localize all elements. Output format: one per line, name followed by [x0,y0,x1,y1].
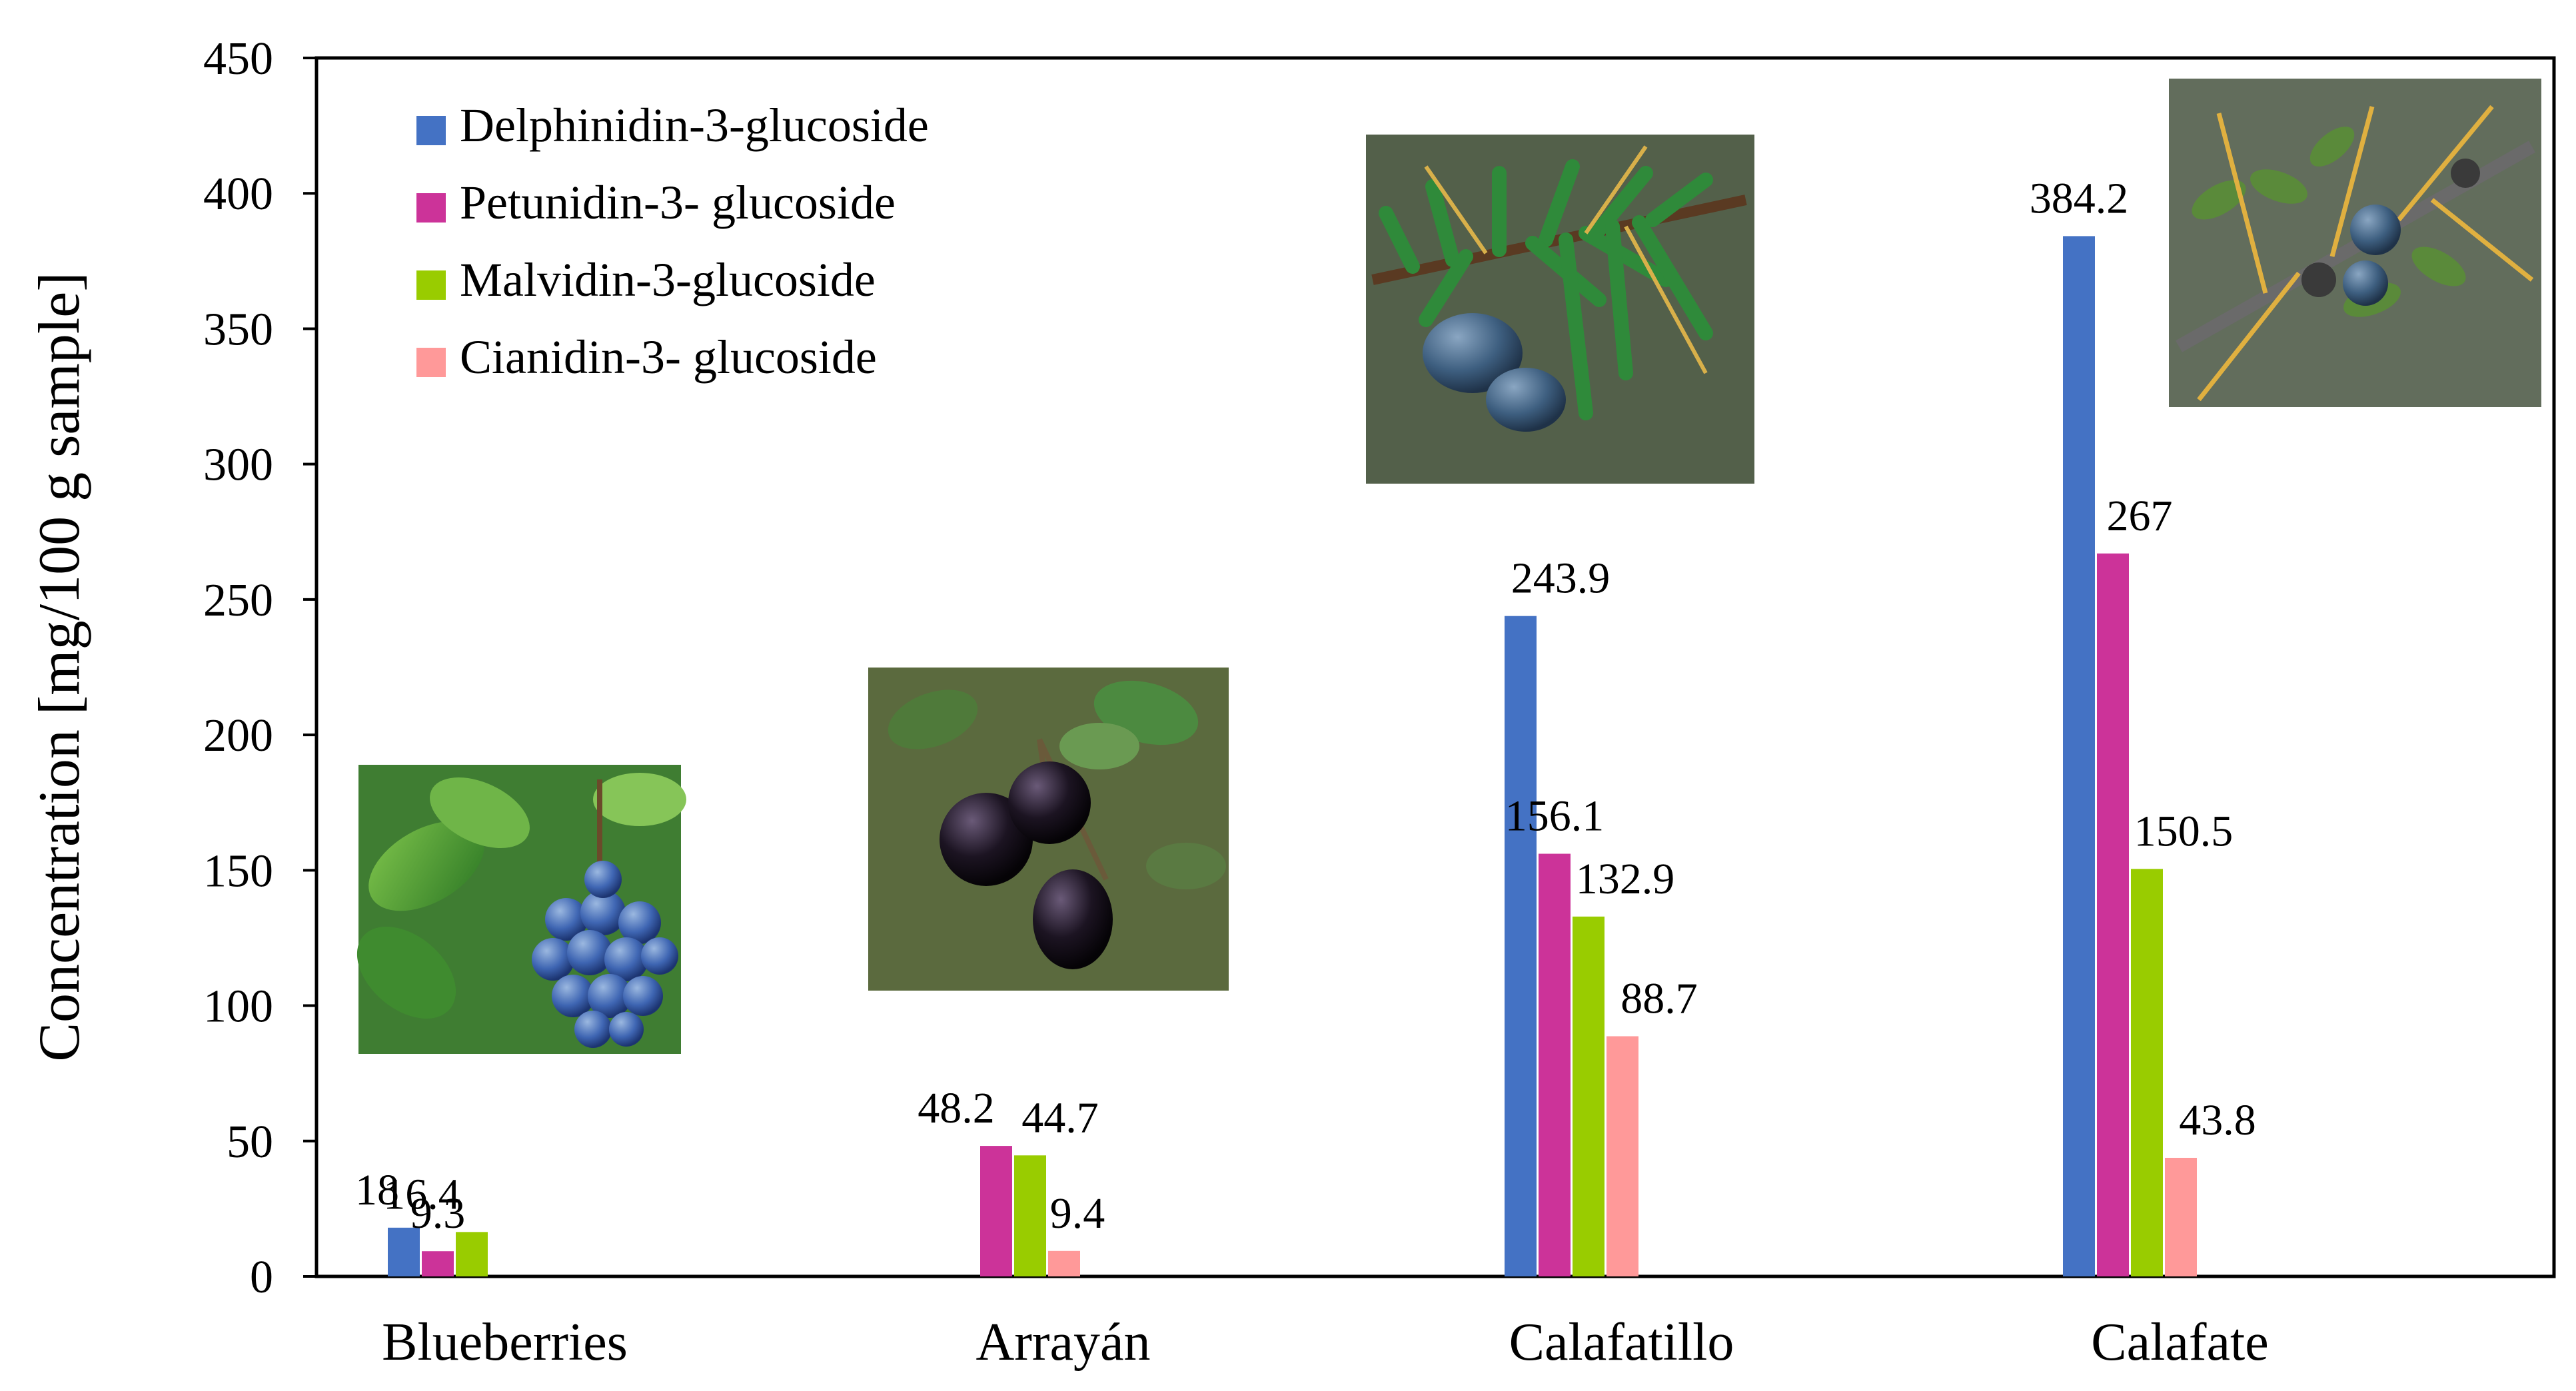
x-category-label: Calafate [2091,1313,2268,1372]
bar-4-4 [2165,1157,2197,1276]
bars [388,236,2197,1276]
calafate-photo [2169,79,2541,407]
data-label: 44.7 [1021,1093,1099,1142]
data-label: 48.2 [918,1084,995,1133]
y-tick-label: 300 [203,440,273,491]
legend-swatch [416,270,446,300]
category-labels: Blueberries Arrayán Calafatillo Calafate [382,1313,2269,1372]
data-label: 156.1 [1505,792,1605,841]
data-label: 88.7 [1620,974,1698,1023]
legend: Delphinidin-3-glucoside Petunidin-3- gluc… [416,99,929,384]
y-axis-label: Concentration [mg/100 g sample] [27,272,92,1061]
bar-2-1 [422,1251,454,1276]
legend-swatch [416,116,446,145]
y-tick-label: 50 [227,1117,273,1168]
y-axis-ticks: 0 50 100 150 200 250 300 350 400 450 [203,33,317,1303]
blueberry-photo [356,765,686,1054]
data-label: 9.4 [1050,1189,1105,1238]
bar-2-4 [2097,553,2129,1276]
calafatillo-photo [1366,135,1754,484]
y-tick-label: 200 [203,710,273,761]
legend-swatch [416,193,446,223]
x-category-label: Arrayán [975,1313,1150,1372]
x-category-label: Blueberries [382,1313,628,1372]
bar-2-3 [1539,853,1571,1276]
y-tick-label: 150 [203,845,273,897]
data-labels: 18 9.316.4 48.2 44.7 9.4 243.9 156.1 132.9 88.7 3… [355,174,2256,1238]
bar-3-3 [1573,916,1605,1276]
arrayan-photo [868,668,1229,991]
legend-swatch [416,348,446,377]
bar-1-3 [1505,616,1537,1276]
y-tick-label: 0 [250,1252,273,1303]
plot-area [315,56,2556,1278]
y-tick-label: 100 [203,981,273,1033]
data-label: 43.8 [2179,1096,2256,1145]
data-label: 150.5 [2134,807,2234,855]
legend-label: Cianidin-3- glucoside [460,330,877,384]
data-label: 267 [2107,492,2173,540]
data-label: 16.4 [383,1170,460,1218]
y-tick-label: 250 [203,575,273,626]
data-label: 132.9 [1576,855,1675,903]
data-label: 18 [355,1166,399,1214]
bar-1-4 [2063,236,2095,1276]
data-label: 384.2 [2030,174,2129,223]
legend-label: Malvidin-3-glucoside [460,253,876,306]
bar-3-4 [2131,869,2163,1276]
legend-label: Delphinidin-3-glucoside [460,99,929,152]
bar-2-2 [980,1146,1012,1276]
y-tick-label: 350 [203,304,273,355]
y-tick-label: 400 [203,169,273,220]
x-category-label: Calafatillo [1509,1313,1734,1372]
data-label: 9.3 [410,1189,466,1238]
plot-frame [315,56,2556,1278]
bar-1-1 [388,1227,420,1276]
bar-4-3 [1607,1036,1638,1276]
legend-label: Petunidin-3- glucoside [460,176,896,229]
bar-3-1 [456,1232,488,1276]
data-label: 243.9 [1511,554,1610,603]
y-tick-label: 450 [203,33,273,85]
bar-4-2 [1048,1250,1080,1276]
bar-3-2 [1014,1155,1046,1276]
